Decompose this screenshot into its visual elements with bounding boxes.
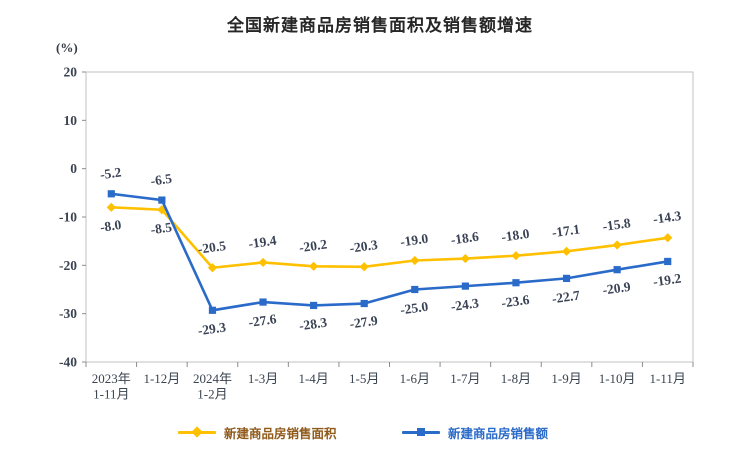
diamond-marker-icon (207, 263, 218, 273)
square-marker-icon (411, 285, 419, 294)
square-marker-icon (208, 306, 217, 314)
x-axis-category-label: 1-7月 (450, 371, 480, 386)
diamond-marker-icon (460, 253, 470, 264)
square-marker-icon (107, 190, 115, 198)
data-label: -18.0 (500, 226, 530, 245)
series-line-sales-amount (109, 192, 670, 312)
data-label: -22.7 (551, 288, 581, 307)
data-label: -14.3 (652, 208, 682, 227)
y-axis-tick-label: -10 (59, 210, 77, 225)
diamond-marker-icon (663, 233, 673, 243)
plot-area-border (85, 71, 694, 363)
data-label: -6.5 (150, 171, 173, 189)
x-axis-category-label: 2023年 (92, 371, 131, 386)
chart-title: 全国新建商品房销售面积及销售额增速 (227, 16, 533, 35)
diamond-marker-icon (309, 261, 319, 271)
x-axis-category-label: 1-5月 (349, 371, 379, 386)
square-marker-icon (613, 266, 621, 274)
data-label: -19.2 (652, 271, 682, 290)
y-axis-tick-label: -20 (59, 258, 77, 273)
legend-item-sales-area: 新建商品房销售面积 (178, 424, 337, 441)
legend-line-sales-amount (402, 428, 440, 436)
data-label: -24.3 (450, 295, 480, 314)
y-axis-unit-label: (%) (56, 40, 78, 55)
data-label: -18.6 (450, 229, 480, 248)
y-axis-tick-label: 10 (64, 113, 78, 128)
data-label: -15.8 (602, 215, 632, 234)
diamond-marker-icon (410, 255, 420, 266)
legend-label-sales-amount: 新建商品房销售额 (448, 426, 549, 441)
x-axis-category-label: 1-11月 (93, 387, 129, 402)
data-label: -27.6 (247, 311, 277, 330)
diamond-marker-icon (258, 257, 268, 268)
data-label: -17.1 (551, 221, 581, 240)
square-marker-icon (417, 428, 425, 436)
square-marker-icon (512, 279, 520, 287)
data-label: -20.2 (298, 236, 328, 255)
x-axis-category-label: 1-10月 (599, 371, 636, 386)
data-label: -19.4 (247, 233, 277, 252)
x-axis-category-label: 1-6月 (400, 371, 430, 386)
square-marker-icon (158, 196, 166, 204)
legend-line-sales-area (178, 426, 216, 438)
legend-item-sales-amount: 新建商品房销售额 (402, 424, 549, 441)
data-label: -23.6 (500, 292, 530, 311)
legend-label-sales-area: 新建商品房销售面积 (224, 426, 337, 441)
y-axis-tick-label: 20 (64, 65, 78, 80)
data-label: -20.3 (349, 237, 379, 256)
square-marker-icon (360, 299, 368, 308)
x-axis-category-label: 1-3月 (248, 371, 278, 386)
data-label: -29.3 (197, 319, 227, 338)
x-axis-category-label: 1-2月 (197, 387, 227, 402)
square-marker-icon (562, 274, 571, 282)
diamond-marker-icon (561, 246, 572, 256)
data-label: -8.5 (150, 219, 173, 237)
data-label: -28.3 (298, 315, 328, 334)
y-axis-tick-label: 0 (70, 161, 77, 176)
data-label: -5.2 (99, 164, 122, 182)
data-label: -8.0 (99, 217, 122, 235)
diamond-marker-icon (191, 426, 203, 438)
square-marker-icon (664, 257, 672, 266)
diamond-marker-icon (612, 240, 622, 250)
x-axis-category-label: 2024年 (193, 371, 232, 386)
diamond-marker-icon (511, 251, 521, 261)
data-label: -20.5 (197, 238, 227, 257)
x-axis-category-label: 1-12月 (143, 371, 180, 386)
x-axis-category-label: 1-8月 (501, 371, 531, 386)
series-line-sales-area (109, 206, 670, 270)
square-marker-icon (461, 282, 469, 290)
x-axis-category-label: 1-9月 (551, 371, 581, 386)
y-axis-tick-label: -40 (59, 355, 77, 370)
x-axis-category-label: 1-4月 (298, 371, 328, 386)
y-axis-tick-label: -30 (59, 306, 77, 321)
diamond-marker-icon (359, 262, 369, 272)
square-marker-icon (259, 298, 267, 306)
data-label: -20.9 (602, 279, 632, 298)
square-marker-icon (310, 301, 318, 310)
data-label: -27.9 (349, 313, 379, 332)
data-label: -25.0 (399, 299, 429, 318)
x-axis-category-label: 1-11月 (650, 371, 686, 386)
data-label: -19.0 (399, 231, 429, 250)
diamond-marker-icon (106, 202, 116, 212)
